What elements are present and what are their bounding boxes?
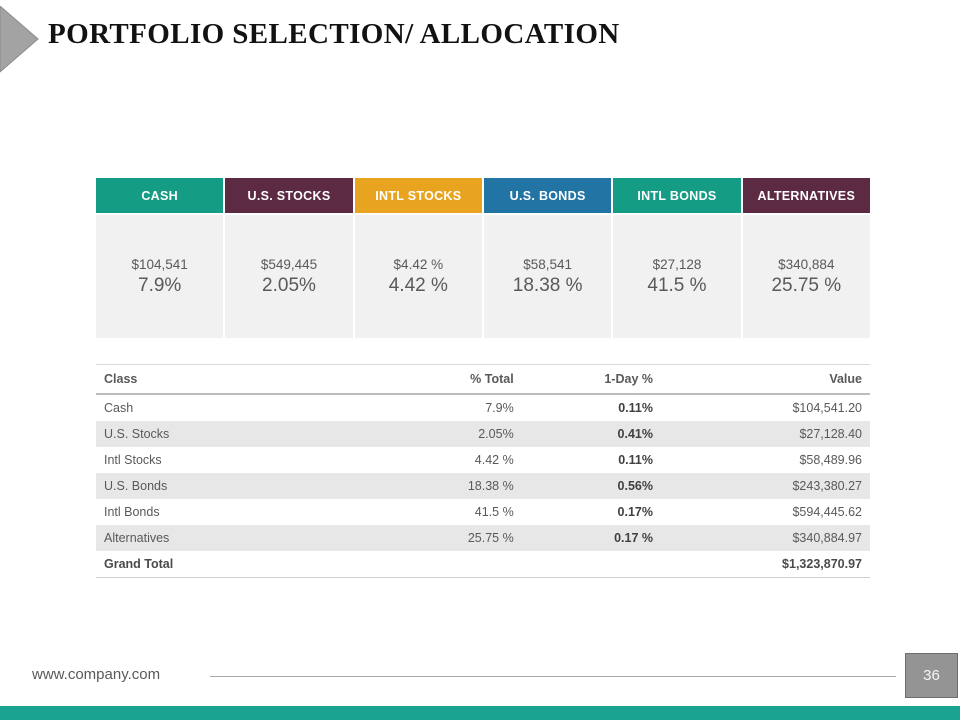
- cell-total: 2.05%: [478, 427, 514, 441]
- page-title: PORTFOLIO SELECTION/ ALLOCATION: [48, 18, 620, 50]
- card-header-intl-stocks: INTL STOCKS: [354, 178, 482, 213]
- table-header-row: Class % Total 1-Day % Value: [96, 364, 870, 395]
- card-body-intl-bonds: $27,128 41.5 %: [613, 215, 741, 338]
- card-header-us-stocks: U.S. STOCKS: [225, 178, 353, 213]
- cell-1day: 0.17 %: [614, 531, 653, 545]
- allocation-card-intl-stocks: INTL STOCKS $4.42 % 4.42 %: [354, 178, 482, 338]
- col-header-total: % Total: [374, 364, 522, 395]
- card-percent: 18.38 %: [512, 274, 583, 296]
- card-header-us-bonds: U.S. BONDS: [483, 178, 612, 213]
- cell-value: $243,380.27: [792, 479, 862, 493]
- cell-1day: 0.41%: [617, 427, 653, 441]
- page-number-badge: 36: [905, 653, 958, 698]
- footer-website-url: www.company.com: [32, 666, 161, 683]
- col-header-value: Value: [661, 364, 870, 395]
- allocation-card-us-bonds: U.S. BONDS $58,541 18.38 %: [483, 178, 612, 338]
- card-value: $549,445: [260, 256, 318, 272]
- card-header-alternatives: ALTERNATIVES: [742, 178, 870, 213]
- cell-total: 4.42 %: [474, 453, 514, 467]
- card-body-alternatives: $340,884 25.75 %: [742, 215, 870, 338]
- card-value: $27,128: [652, 256, 702, 272]
- card-header-cash: CASH: [96, 178, 224, 213]
- card-percent: 7.9%: [138, 274, 182, 296]
- col-header-class: Class: [96, 364, 375, 395]
- cell-1day: 0.11%: [618, 453, 653, 467]
- footer-divider-line: [210, 676, 896, 677]
- bottom-accent-bar: [0, 706, 960, 720]
- table-row-grand-total: Grand Total $1,323,870.97: [96, 551, 870, 578]
- card-percent: 41.5 %: [647, 274, 707, 296]
- col-header-1day: 1-Day %: [521, 364, 661, 395]
- allocation-card-alternatives: ALTERNATIVES $340,884 25.75 %: [742, 178, 870, 338]
- allocation-card-us-stocks: U.S. STOCKS $549,445 2.05%: [225, 178, 353, 338]
- card-value: $104,541: [131, 256, 188, 272]
- card-value: $340,884: [778, 256, 835, 272]
- card-percent: 2.05%: [262, 274, 316, 296]
- cell-empty: [374, 551, 522, 578]
- card-percent: 25.75 %: [771, 274, 842, 296]
- allocation-card-intl-bonds: INTL BONDS $27,128 41.5 %: [613, 178, 741, 338]
- cell-total: 25.75 %: [467, 531, 514, 545]
- table-row-intl-stocks: Intl Stocks 4.42 % 0.11% $58,489.96: [96, 447, 870, 473]
- cell-1day: 0.17%: [617, 505, 653, 519]
- allocation-card-cash: CASH $104,541 7.9%: [96, 178, 224, 338]
- cell-class: U.S. Bonds: [104, 479, 168, 493]
- table-row-intl-bonds: Intl Bonds 41.5 % 0.17% $594,445.62: [96, 499, 870, 525]
- cell-total: 41.5 %: [474, 505, 514, 519]
- cell-grand-total-value: $1,323,870.97: [661, 551, 870, 578]
- cell-class: Intl Bonds: [104, 505, 160, 519]
- card-value: $4.42 %: [393, 256, 444, 272]
- cell-total: 18.38 %: [467, 479, 514, 493]
- corner-arrow-decoration: [0, 6, 39, 73]
- table-row-us-bonds: U.S. Bonds 18.38 % 0.56% $243,380.27: [96, 473, 870, 499]
- card-body-intl-stocks: $4.42 % 4.42 %: [354, 215, 482, 338]
- cell-1day: 0.56%: [617, 479, 653, 493]
- cell-value: $104,541.20: [792, 401, 862, 415]
- card-header-intl-bonds: INTL BONDS: [613, 178, 741, 213]
- allocation-table: Class % Total 1-Day % Value Cash 7.9% 0.…: [96, 364, 870, 578]
- cell-class: Intl Stocks: [104, 453, 162, 467]
- table-row-alternatives: Alternatives 25.75 % 0.17 % $340,884.97: [96, 525, 870, 551]
- cell-value: $27,128.40: [799, 427, 862, 441]
- card-body-cash: $104,541 7.9%: [96, 215, 224, 338]
- cell-class: Cash: [104, 401, 134, 415]
- cell-empty: [521, 551, 661, 578]
- card-percent: 4.42 %: [388, 274, 448, 296]
- cell-value: $340,884.97: [792, 531, 862, 545]
- page-number: 36: [923, 667, 940, 684]
- cell-value: $58,489.96: [799, 453, 862, 467]
- table-row-us-stocks: U.S. Stocks 2.05% 0.41% $27,128.40: [96, 421, 870, 447]
- cell-1day: 0.11%: [618, 401, 653, 415]
- table-row-cash: Cash 7.9% 0.11% $104,541.20: [96, 394, 870, 421]
- cell-class: Alternatives: [104, 531, 170, 545]
- card-body-us-bonds: $58,541 18.38 %: [483, 215, 612, 338]
- cell-grand-total-label: Grand Total: [96, 551, 375, 578]
- cell-total: 7.9%: [485, 401, 514, 415]
- card-body-us-stocks: $549,445 2.05%: [225, 215, 353, 338]
- card-value: $58,541: [523, 256, 573, 272]
- cell-value: $594,445.62: [792, 505, 862, 519]
- cell-class: U.S. Stocks: [104, 427, 170, 441]
- allocation-cards: CASH $104,541 7.9% U.S. STOCKS $549,445 …: [96, 178, 870, 338]
